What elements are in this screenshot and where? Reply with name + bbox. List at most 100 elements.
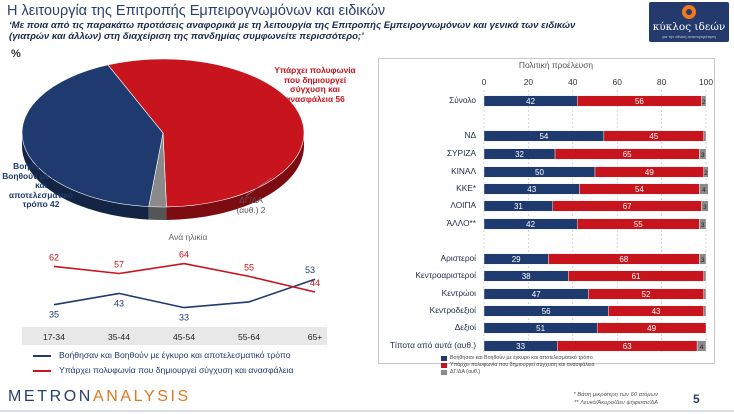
bar-value-label-2-0: 32 bbox=[515, 150, 524, 159]
bar-value-label-2-1: 65 bbox=[623, 150, 632, 159]
political-chart-panel bbox=[378, 58, 715, 364]
bar-category-label: ΣΥΡΙΖΑ bbox=[446, 148, 476, 158]
bar-value-label-12-1: 63 bbox=[623, 342, 632, 351]
age-tick-label-2: 45-54 bbox=[173, 332, 195, 342]
bar-x-tick-2: 40 bbox=[568, 77, 578, 87]
bar-segment-7-2 bbox=[699, 253, 707, 265]
age-chart-legend: Βοήθησαν και Βοηθούν με έγκυρο και αποτε… bbox=[33, 348, 294, 378]
legend-swatch-red bbox=[441, 363, 447, 368]
bar-segment-12-2 bbox=[696, 340, 707, 352]
bar-value-label-12-0: 33 bbox=[516, 342, 525, 351]
bar-value-label-10-1: 43 bbox=[652, 307, 661, 316]
bar-value-label-11-0: 51 bbox=[536, 324, 545, 333]
pie-side-0-0 bbox=[22, 133, 149, 220]
bar-value-label-3-2: 2 bbox=[704, 170, 708, 177]
page-number: 5 bbox=[693, 392, 700, 406]
logo-ring-icon bbox=[682, 5, 696, 19]
bar-segment-9-2 bbox=[703, 288, 707, 300]
bar-x-tick-5: 100 bbox=[699, 77, 713, 87]
bar-category-label: ΚΚΕ* bbox=[456, 183, 476, 193]
bar-category-label: ΆΛΛΟ** bbox=[446, 218, 476, 228]
political-chart-title: Πολιτική προέλευση bbox=[518, 60, 594, 70]
bar-x-tick-1: 20 bbox=[524, 77, 534, 87]
bar-value-label-8-0: 38 bbox=[522, 272, 531, 281]
bar-value-label-6-0: 42 bbox=[526, 220, 535, 229]
bar-value-label-3-1: 49 bbox=[645, 168, 654, 177]
age-series-line-0 bbox=[53, 278, 316, 309]
bar-value-label-7-1: 68 bbox=[619, 255, 628, 264]
bar-value-label-0-2: 2 bbox=[702, 99, 706, 106]
bar-legend-confusion: Υπάρχει πολυφωνία που δημιουργεί σύγχυση… bbox=[441, 362, 595, 369]
page-title: Η λειτουργία της Επιτροπής Εμπειρογνωμόν… bbox=[7, 3, 386, 19]
age-axis-band bbox=[22, 327, 327, 345]
bar-value-label-4-1: 54 bbox=[635, 185, 644, 194]
bar-segment-2-2 bbox=[699, 148, 707, 160]
age-value-label-0-1: 43 bbox=[114, 298, 124, 308]
bar-value-label-4-0: 43 bbox=[527, 185, 536, 194]
bar-value-label-8-1: 61 bbox=[632, 272, 641, 281]
pie-side-1-0 bbox=[166, 133, 304, 220]
bar-segment-3-2 bbox=[703, 166, 709, 178]
logo-name: κύκλος ιδεών bbox=[652, 21, 726, 33]
bar-segment-4-2 bbox=[699, 183, 709, 195]
bar-legend-helped: Βοήθησαν και Βοηθούν με έγκυρο και αποτε… bbox=[441, 355, 595, 362]
percent-sign: % bbox=[11, 48, 21, 60]
bar-legend-label-dkna: ΔΓ/ΔΑ (αυθ.) bbox=[450, 369, 481, 375]
bar-segment-1-2 bbox=[703, 130, 707, 142]
bar-category-label: Τίποτα από αυτά (αυθ.) bbox=[389, 340, 476, 350]
pie-label-helped: Βοήθησαν και Βοηθούν με έγκυρο και αποτε… bbox=[2, 161, 80, 210]
bar-value-label-3-0: 50 bbox=[535, 168, 544, 177]
bar-value-label-5-1: 67 bbox=[623, 202, 632, 211]
brand-part-2: ANALYSIS bbox=[92, 388, 191, 405]
question-subtitle: ‘Με ποια από τις παρακάτω προτάσεις αναφ… bbox=[9, 20, 576, 42]
bar-category-label: Κεντρώοι bbox=[441, 288, 476, 298]
bar-x-tick-0: 0 bbox=[482, 77, 487, 87]
bar-value-label-4-2: 4 bbox=[702, 187, 706, 194]
bar-segment-10-2 bbox=[703, 305, 707, 317]
bar-segment-0-2 bbox=[701, 95, 707, 107]
bar-value-label-0-0: 42 bbox=[526, 97, 535, 106]
bar-chart-legend: Βοήθησαν και Βοηθούν με έγκυρο και αποτε… bbox=[441, 355, 595, 376]
bar-x-tick-4: 80 bbox=[657, 77, 667, 87]
bar-value-label-1-0: 54 bbox=[539, 132, 548, 141]
age-chart-title: Ανά ηλικία bbox=[168, 232, 208, 242]
bar-category-label: Δεξιοί bbox=[454, 322, 476, 332]
age-value-label-0-0: 35 bbox=[49, 310, 59, 320]
kyklos-ideon-logo: κύκλος ιδεών για την εθνική ανασυγκρότησ… bbox=[649, 2, 729, 42]
bar-value-label-7-0: 29 bbox=[512, 255, 521, 264]
legend-line-swatch-blue bbox=[33, 355, 51, 357]
bar-value-label-1-1: 45 bbox=[649, 132, 658, 141]
pie-slice-0 bbox=[21, 64, 164, 207]
bar-segment-5-2 bbox=[701, 200, 709, 212]
bar-category-label: Κεντροδεξιοί bbox=[429, 305, 476, 315]
age-tick-label-1: 35-44 bbox=[108, 332, 130, 342]
brand-part-1: METRON bbox=[8, 388, 93, 405]
pie-label-confusion: Υπάρχει πολυφωνία που δημιουργεί σύγχυση… bbox=[274, 65, 356, 104]
bar-category-label: Σύνολο bbox=[449, 95, 476, 105]
age-value-label-1-4: 44 bbox=[310, 278, 320, 288]
age-value-label-1-0: 62 bbox=[49, 252, 59, 262]
bar-value-label-9-1: 52 bbox=[642, 290, 651, 299]
bar-value-label-11-1: 49 bbox=[647, 324, 656, 333]
age-value-label-0-4: 53 bbox=[305, 265, 315, 275]
bar-segment-6-2 bbox=[699, 218, 707, 230]
bar-value-label-5-0: 31 bbox=[514, 202, 523, 211]
bar-value-label-5-2: 3 bbox=[703, 204, 707, 211]
bar-legend-label-helped: Βοήθησαν και Βοηθούν με έγκυρο και αποτε… bbox=[450, 355, 593, 361]
bar-category-label: ΝΔ bbox=[464, 130, 476, 140]
bar-value-label-7-2: 3 bbox=[701, 257, 705, 264]
age-value-label-1-1: 57 bbox=[114, 260, 124, 270]
metron-analysis-logo: METRONANALYSIS bbox=[8, 388, 191, 406]
legend-label-helped: Βοήθησαν και Βοηθούν με έγκυρο και αποτε… bbox=[59, 350, 291, 360]
pie-label-dkna: ΔΓ/ΔΑ (αυθ.) 2 bbox=[236, 195, 266, 215]
legend-item-confusion: Υπάρχει πολυφωνία που δημιουργεί σύγχυση… bbox=[33, 363, 294, 378]
logo-tagline: για την εθνική ανασυγκρότηση bbox=[662, 34, 716, 39]
pie-side-2-0 bbox=[148, 206, 167, 220]
bar-legend-label-confusion: Υπάρχει πολυφωνία που δημιουργεί σύγχυση… bbox=[450, 362, 595, 368]
bar-category-label: Κεντροαριστεροί bbox=[415, 270, 476, 280]
bar-category-label: ΛΟΙΠΑ bbox=[450, 200, 476, 210]
bar-value-label-10-0: 56 bbox=[542, 307, 551, 316]
bar-value-label-6-2: 3 bbox=[701, 222, 705, 229]
